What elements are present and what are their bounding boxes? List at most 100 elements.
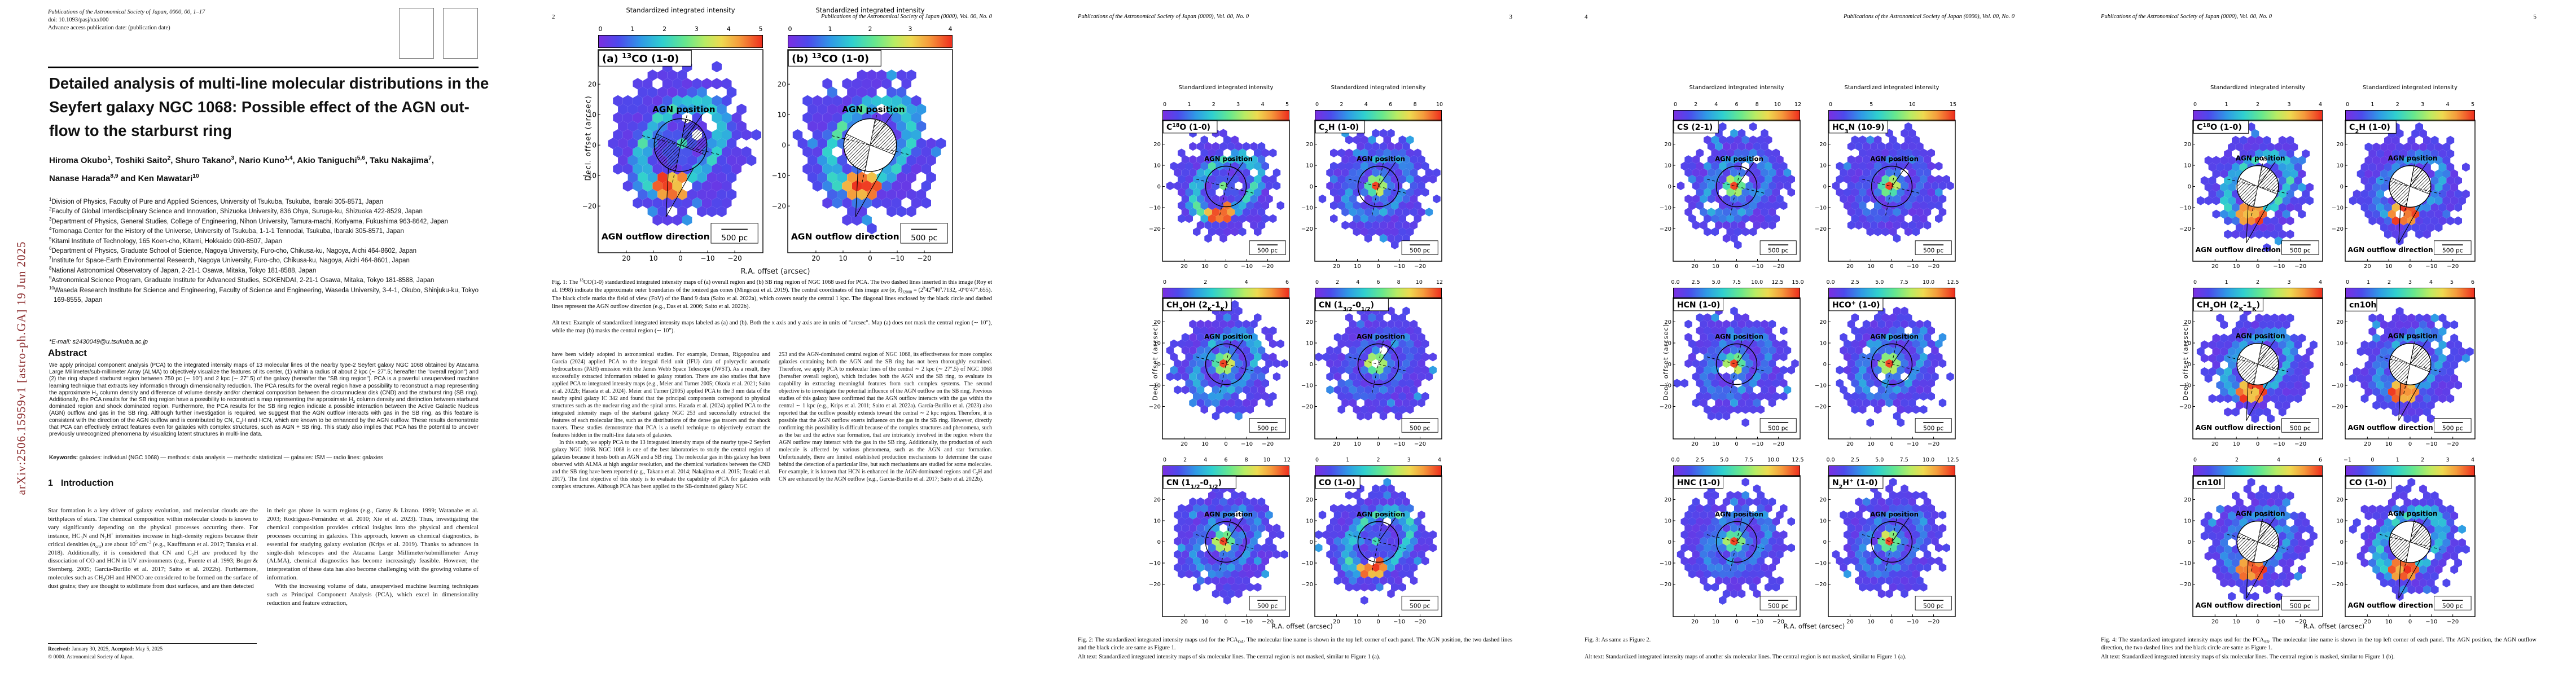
colorbar-ticks: 0 1 2 3 4 (2193, 102, 2323, 108)
x-tick: −20 (2294, 619, 2306, 625)
x-tick: −20 (727, 254, 741, 262)
agn-outflow-direction-label: AGN outflow direction (2348, 246, 2433, 254)
x-tick: 0 (2408, 619, 2412, 625)
colorbar-tick: 2 (2235, 457, 2239, 463)
colorbar-ticks: 0 1 2 3 4 5 (2345, 102, 2475, 108)
colorbar-ticks: 0 2 4 6 8 10 12 (1315, 279, 1443, 286)
x-tick: 0 (1890, 263, 1893, 270)
y-tick: 20 (1664, 319, 1671, 326)
colorbar-tick: 7.5 (1899, 457, 1908, 463)
x-tick: 20 (1846, 263, 1854, 270)
x-tick: 10 (2385, 263, 2393, 270)
x-tick: 0 (2256, 263, 2259, 270)
colorbar-tick: 1 (828, 25, 832, 33)
affiliation-item: 7Institute for Space-Earth Environmental… (49, 256, 410, 265)
agn-outflow-direction-label: AGN outflow direction (2196, 246, 2281, 254)
x-tick: −10 (1393, 619, 1405, 625)
page-1: Publications of the Astronomical Society… (48, 0, 489, 677)
y-tick: 0 (1668, 362, 1671, 368)
colorbar-tick: 1 (1187, 102, 1191, 108)
affiliation-item: 10Waseda Research Institute for Science … (49, 285, 479, 304)
x-tick: 20 (1333, 263, 1340, 270)
colorbar-tick: 6 (1224, 457, 1228, 463)
x-tick: −10 (1393, 441, 1405, 447)
x-tick: 10 (2233, 619, 2240, 625)
agn-position-label: AGN position (842, 104, 905, 115)
x-tick: 20 (811, 254, 820, 262)
x-tick: −10 (2425, 263, 2437, 270)
x-tick: −20 (1262, 441, 1274, 447)
x-tick: 20 (1181, 619, 1188, 625)
y-tick: −20 (2179, 404, 2191, 410)
colorbar-tick: 12.5 (1947, 279, 1959, 285)
y-tick: 10 (778, 111, 786, 118)
agn-position-label: AGN position (1357, 511, 1405, 518)
x-tick: 20 (1333, 441, 1340, 447)
colorbar-tick: 1 (2395, 457, 2399, 463)
colorbar-ticks: 0 1 2 3 4 (1315, 457, 1442, 464)
colorbar-tick: 2 (2395, 102, 2399, 108)
affiliation-item: 5Kitami Institute of Technology, 165 Koe… (49, 236, 283, 245)
colorbar-tick: 4 (1356, 279, 1360, 285)
x-tick: 20 (2211, 263, 2219, 270)
y-tick: −10 (2332, 205, 2344, 212)
page-number: 5 (2533, 14, 2537, 20)
y-tick: 10 (1664, 163, 1671, 169)
body-column-left: have been widely adopted in astronomical… (552, 351, 770, 490)
colorbar-tick: 4 (1437, 457, 1442, 463)
y-tick: 10 (1306, 163, 1313, 169)
colorbar-title: Standardized integrated intensity (2210, 85, 2305, 91)
x-tick: 20 (622, 254, 630, 262)
email-line: *E-mail: s2430049@u.tsukuba.ac.jp (49, 338, 148, 345)
colorbar-tick: 0 (1315, 457, 1319, 463)
y-tick: −20 (1149, 582, 1161, 588)
colorbar-title: Standardized integrated intensity (1844, 85, 1939, 91)
x-tick: 10 (2233, 441, 2240, 447)
colorbar-tick: 3 (1236, 102, 1240, 108)
paper-title-line: Seyfert galaxy NGC 1068: Possible effect… (49, 98, 469, 116)
x-tick: 10 (1867, 441, 1875, 447)
y-tick: −20 (1815, 582, 1827, 588)
agn-position-label: AGN position (2388, 332, 2438, 340)
colorbar-tick: 4 (1714, 102, 1718, 108)
map-panel-20: AGN position AGN outflow direction 500 pc 2… (2332, 475, 2476, 625)
journal-header-line: Advance access publication date: (public… (48, 25, 170, 31)
agn-position-label: AGN position (1870, 155, 1919, 163)
logo-placeholder-box (443, 8, 478, 59)
colorbar (2193, 288, 2323, 299)
scalebar-label: 500 pc (2290, 603, 2311, 610)
page-3: Publications of the Astronomical Society… (1078, 0, 1512, 677)
colorbar-ticks: 0.0 2.5 5.0 7.5 10.0 12.5 (1826, 279, 1959, 286)
x-tick: −10 (890, 254, 904, 262)
colorbar (1315, 465, 1442, 477)
y-tick: −10 (2179, 205, 2191, 212)
y-tick: 20 (2336, 142, 2344, 148)
map-panel-15: AGN position AGN outflow direction 500 pc 2… (2179, 120, 2323, 270)
colorbar-title: Standardized integrated intensity (2363, 85, 2457, 91)
affiliation-item: 3Department of Physics, General Studies,… (49, 216, 449, 225)
colorbar-tick: 8 (1413, 102, 1417, 108)
x-tick: −10 (1752, 441, 1763, 447)
x-tick: 0 (1735, 619, 1738, 625)
x-tick: 10 (1354, 441, 1361, 447)
y-tick: −20 (1815, 404, 1827, 410)
scalebar-label: 500 pc (1257, 425, 1278, 432)
panel-line-label: C2H (1-0) (2349, 123, 2390, 135)
colorbar-tick: 15 (1949, 102, 1957, 108)
x-tick: 20 (1846, 619, 1854, 625)
panel-line-label: N2H+ (1-0) (1832, 477, 1878, 490)
colorbar-tick: 5 (2450, 279, 2454, 285)
colorbar-tick: 0 (788, 25, 792, 33)
scalebar-label: 500 pc (1923, 425, 1943, 432)
y-tick: 0 (2188, 362, 2191, 368)
map-panel-3: AGN position 500 pc 20 10 0 −10 −20 20 10 0 −10 −20… (1149, 120, 1290, 270)
x-tick: −10 (2273, 619, 2285, 625)
y-tick: 0 (782, 141, 786, 149)
y-tick: 10 (1306, 518, 1313, 525)
colorbar-tick: 2 (1694, 102, 1698, 108)
y-tick: 20 (2184, 497, 2191, 503)
colorbar-tick: 10 (1415, 279, 1423, 285)
journal-header-line: doi: 10.1093/pasj/xxx000 (48, 17, 109, 23)
y-tick: 10 (2184, 341, 2191, 347)
map-panel-10: AGN position 500 pc 20 10 0 −10 −20 20 10 0 −10 −20… (1815, 120, 1956, 270)
